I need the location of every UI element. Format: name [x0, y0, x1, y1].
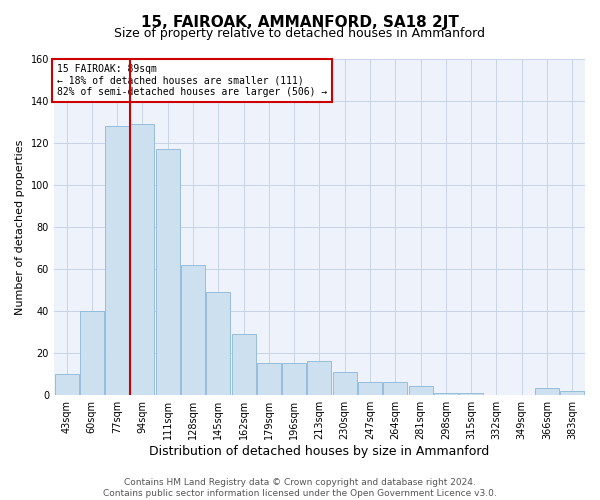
Bar: [459, 392, 483, 394]
Bar: [535, 388, 559, 394]
Bar: [257, 363, 281, 394]
Text: Contains HM Land Registry data © Crown copyright and database right 2024.
Contai: Contains HM Land Registry data © Crown c…: [103, 478, 497, 498]
Text: 15, FAIROAK, AMMANFORD, SA18 2JT: 15, FAIROAK, AMMANFORD, SA18 2JT: [141, 15, 459, 30]
Bar: [333, 372, 357, 394]
Bar: [358, 382, 382, 394]
Text: Size of property relative to detached houses in Ammanford: Size of property relative to detached ho…: [115, 28, 485, 40]
Bar: [130, 124, 154, 394]
Bar: [206, 292, 230, 394]
Bar: [232, 334, 256, 394]
Bar: [156, 149, 180, 394]
Bar: [55, 374, 79, 394]
Y-axis label: Number of detached properties: Number of detached properties: [15, 139, 25, 314]
Bar: [434, 392, 458, 394]
Bar: [282, 363, 306, 394]
X-axis label: Distribution of detached houses by size in Ammanford: Distribution of detached houses by size …: [149, 444, 490, 458]
Text: 15 FAIROAK: 89sqm
← 18% of detached houses are smaller (111)
82% of semi-detache: 15 FAIROAK: 89sqm ← 18% of detached hous…: [56, 64, 327, 97]
Bar: [560, 390, 584, 394]
Bar: [383, 382, 407, 394]
Bar: [80, 311, 104, 394]
Bar: [181, 264, 205, 394]
Bar: [105, 126, 129, 394]
Bar: [307, 361, 331, 394]
Bar: [409, 386, 433, 394]
